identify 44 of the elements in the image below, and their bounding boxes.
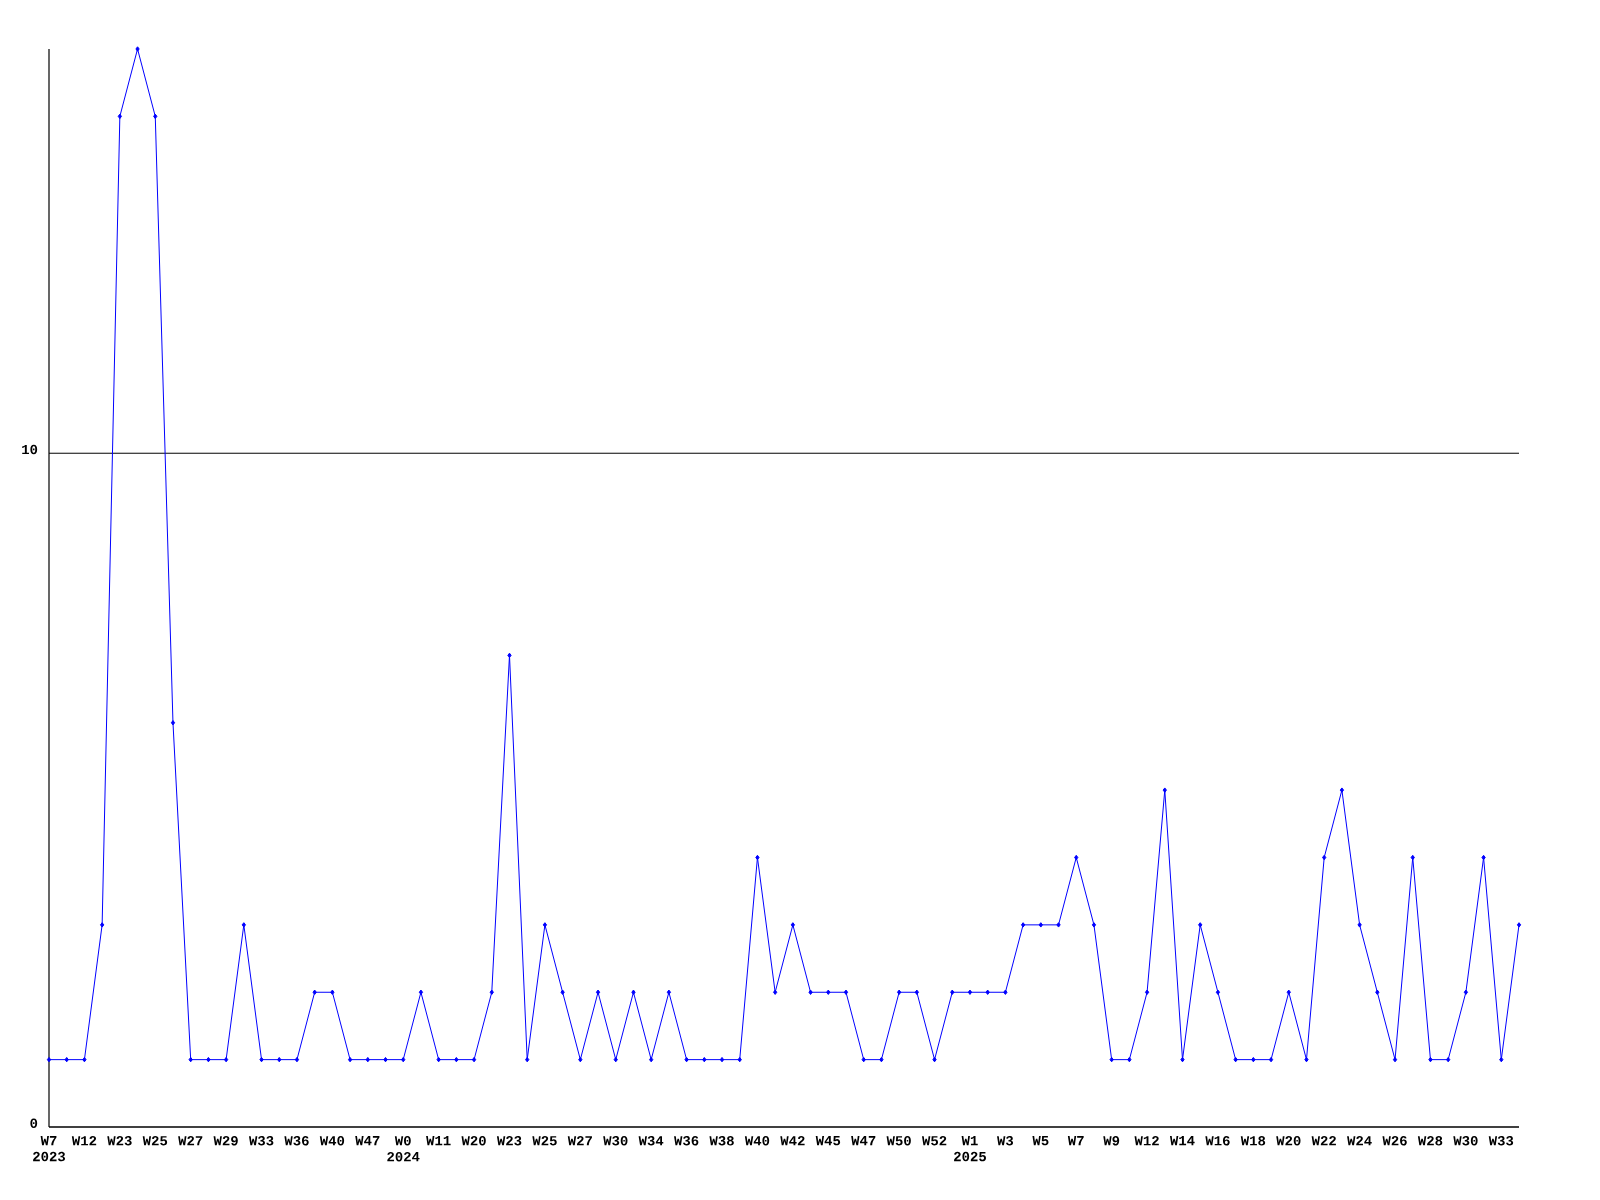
x-tick-label: W22 [1311, 1136, 1336, 1146]
x-tick-label: W47 [851, 1136, 876, 1146]
x-tick-label: W33 [1488, 1136, 1514, 1146]
x-tick-label: W7 2023 [33, 1136, 66, 1162]
x-tick-label: W40 [744, 1136, 770, 1146]
y-tick-label: 0 [30, 1118, 38, 1128]
x-tick-label: W1 2025 [954, 1136, 986, 1162]
x-tick-label: W30 [603, 1136, 628, 1146]
x-tick-label: W47 [355, 1136, 380, 1146]
x-tick-label: W27 [567, 1136, 592, 1146]
x-tick-label: W36 [284, 1136, 309, 1146]
x-tick-label: W52 [921, 1136, 947, 1146]
x-tick-label: W23 [496, 1136, 522, 1146]
x-tick-label: W11 [426, 1136, 451, 1146]
x-tick-label: W50 [886, 1136, 911, 1146]
x-tick-label: W20 [1276, 1136, 1301, 1146]
x-tick-label: W0 2024 [387, 1136, 420, 1162]
x-tick-label: W24 [1347, 1136, 1372, 1146]
x-tick-label: W38 [709, 1136, 734, 1146]
x-tick-label: W3 [997, 1136, 1014, 1146]
x-tick-label: W29 [213, 1136, 238, 1146]
y-tick-label: 10 [22, 444, 38, 455]
x-tick-label: W5 [1032, 1136, 1049, 1146]
x-tick-label: W18 [1240, 1136, 1266, 1146]
x-tick-label: W33 [248, 1136, 274, 1146]
x-tick-label: W20 [461, 1136, 486, 1146]
x-tick-label: W25 [532, 1136, 557, 1146]
x-tick-label: W34 [638, 1136, 664, 1146]
x-tick-label: W36 [674, 1136, 699, 1146]
x-tick-label: W16 [1205, 1136, 1230, 1146]
x-tick-label: W42 [780, 1136, 805, 1146]
x-tick-label: W23 [107, 1136, 132, 1146]
x-tick-label: W27 [178, 1136, 203, 1146]
x-tick-label: W9 [1103, 1136, 1120, 1146]
x-tick-label: W12 [71, 1136, 97, 1146]
x-tick-label: W25 [142, 1136, 168, 1146]
x-tick-label: W30 [1453, 1136, 1478, 1146]
x-tick-label: W45 [815, 1136, 841, 1146]
x-tick-label: W12 [1134, 1136, 1159, 1146]
x-tick-label: W28 [1417, 1136, 1443, 1146]
x-tick-label: W14 [1169, 1136, 1195, 1146]
x-tick-label: W7 [1067, 1136, 1084, 1146]
x-tick-label: W40 [319, 1136, 345, 1146]
x-tick-label: W26 [1382, 1136, 1407, 1146]
